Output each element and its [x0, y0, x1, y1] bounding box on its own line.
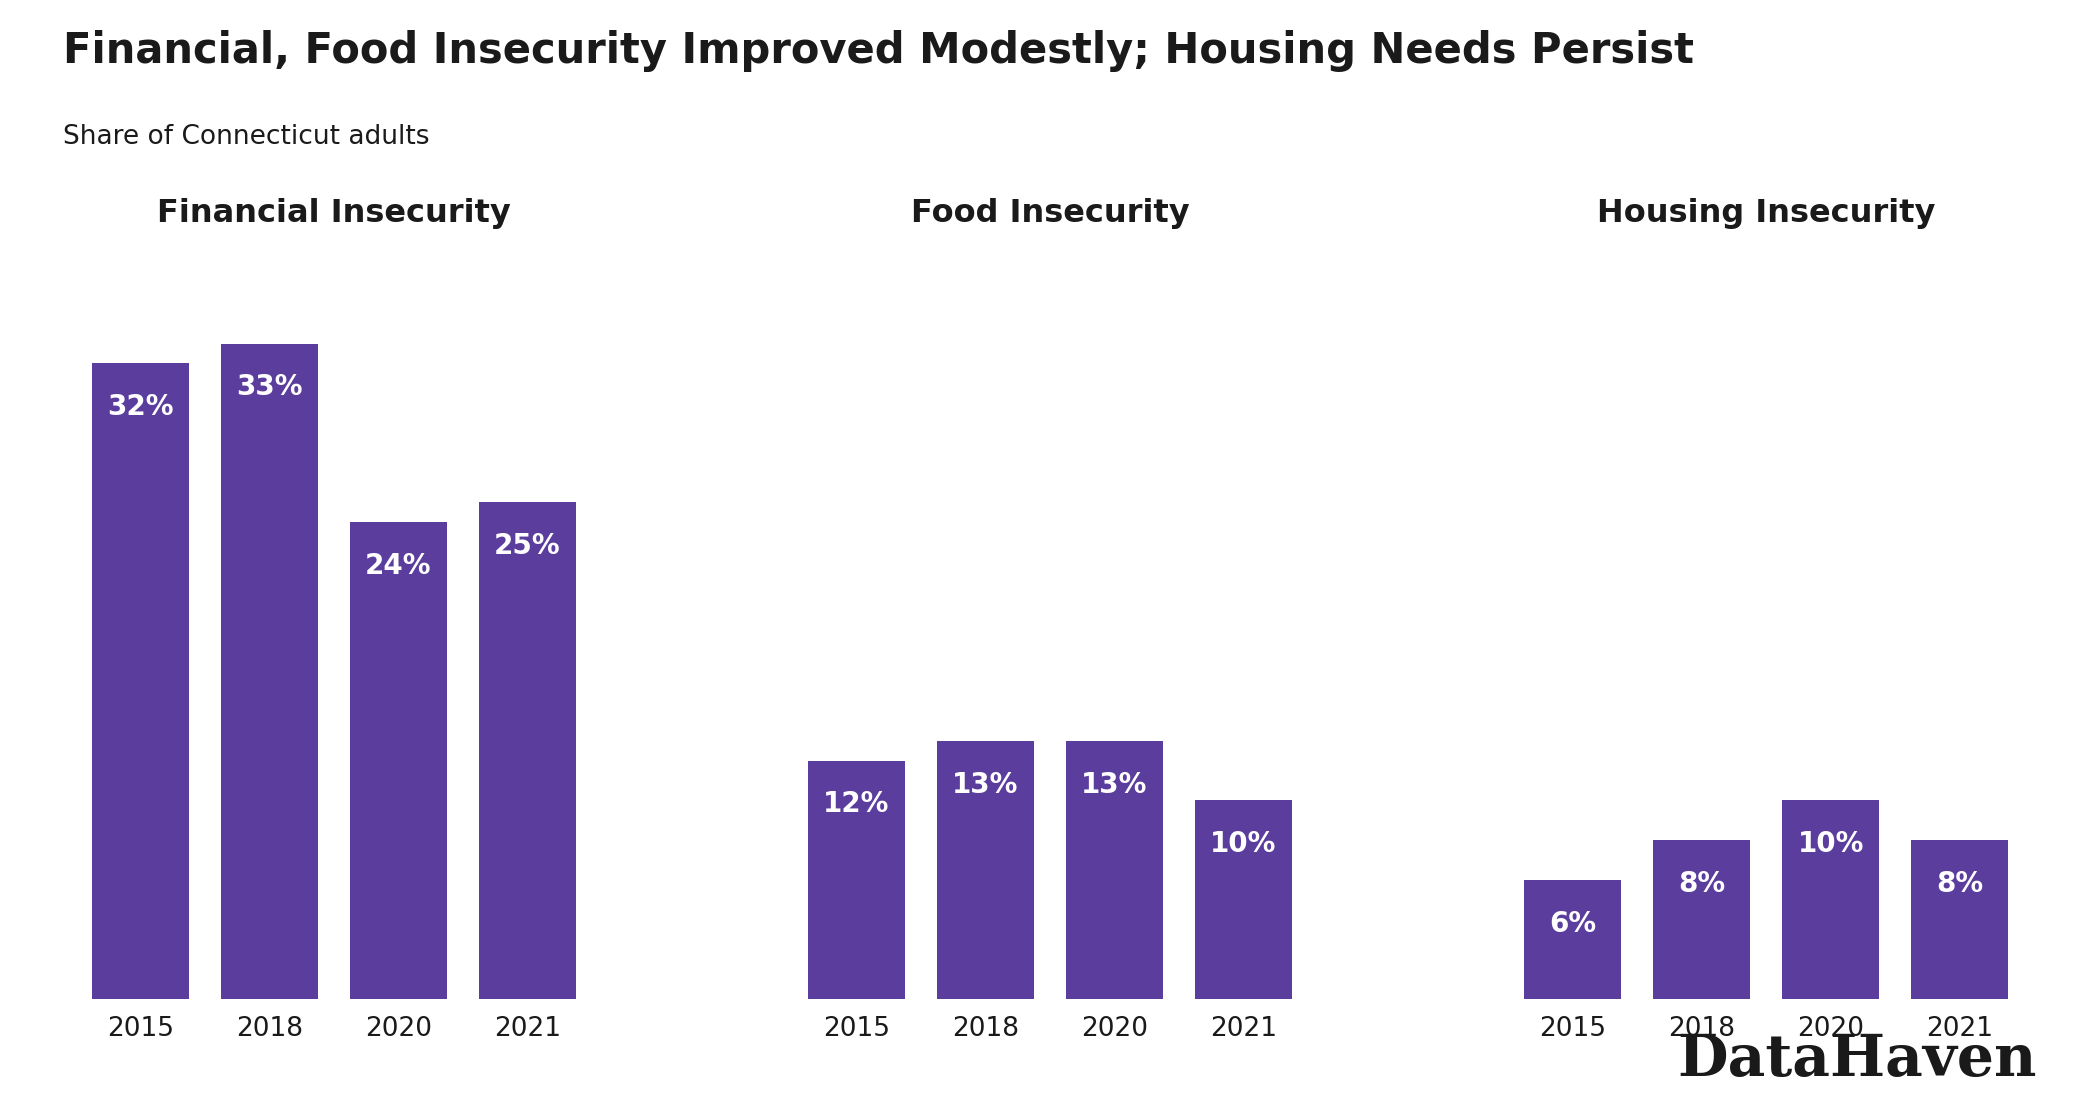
Bar	[479, 503, 575, 999]
Text: 8%: 8%	[1936, 870, 1982, 898]
Bar	[937, 740, 1033, 999]
Text: 24%: 24%	[365, 552, 433, 581]
Text: 25%: 25%	[494, 532, 561, 561]
Text: 32%: 32%	[107, 393, 174, 421]
Text: 10%: 10%	[1798, 830, 1865, 858]
Bar	[808, 760, 905, 999]
Bar	[351, 523, 447, 999]
Text: Financial Insecurity: Financial Insecurity	[158, 198, 510, 229]
Bar	[220, 343, 317, 999]
Text: 10%: 10%	[1210, 830, 1277, 858]
Bar	[1067, 740, 1163, 999]
Text: 13%: 13%	[951, 770, 1018, 798]
Text: Food Insecurity: Food Insecurity	[911, 198, 1189, 229]
Text: 33%: 33%	[235, 373, 302, 402]
Bar	[1525, 880, 1621, 999]
Bar	[92, 363, 189, 999]
Text: 6%: 6%	[1550, 909, 1596, 938]
Text: DataHaven: DataHaven	[1678, 1032, 2037, 1088]
Text: 12%: 12%	[823, 790, 890, 818]
Bar	[1195, 800, 1292, 999]
Text: Housing Insecurity: Housing Insecurity	[1596, 198, 1936, 229]
Text: 13%: 13%	[1082, 770, 1149, 798]
Text: 8%: 8%	[1678, 870, 1724, 898]
Text: Financial, Food Insecurity Improved Modestly; Housing Needs Persist: Financial, Food Insecurity Improved Mode…	[63, 30, 1695, 72]
Text: Share of Connecticut adults: Share of Connecticut adults	[63, 124, 430, 150]
Bar	[1911, 840, 2008, 999]
Bar	[1653, 840, 1749, 999]
Bar	[1783, 800, 1880, 999]
